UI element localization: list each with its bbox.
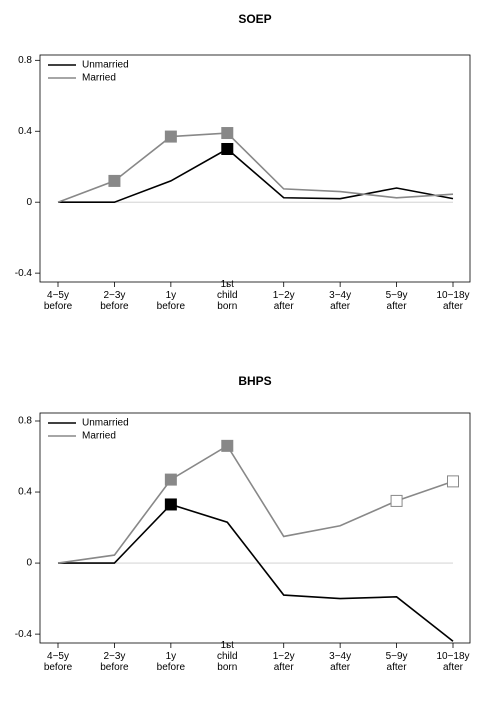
plot-frame	[39, 412, 471, 644]
point-marker	[164, 130, 177, 143]
legend-label: Unmarried	[82, 60, 129, 71]
y-tick-label: 0.8	[18, 55, 32, 66]
legend-label: Unmarried	[82, 418, 129, 429]
y-tick-label: -0.4	[15, 629, 33, 640]
point-marker	[390, 494, 403, 507]
point-marker	[164, 498, 177, 511]
legend-label: Married	[82, 431, 116, 442]
x-tick-label: 10−18y after	[436, 290, 470, 312]
x-tick-label: 10−18y after	[436, 651, 470, 673]
y-tick-label: 0	[26, 558, 32, 569]
point-marker	[221, 127, 234, 140]
x-tick-label: 1y before	[156, 290, 186, 312]
x-tick-label: 3−4y after	[329, 651, 352, 673]
x-tick-label: 2−3y before	[100, 290, 129, 312]
series-line	[58, 148, 454, 203]
x-tick-label: 1st child born	[216, 640, 238, 673]
x-tick-label: 5−9y after	[385, 290, 408, 312]
point-marker	[221, 439, 234, 452]
x-tick-label: 1st child born	[216, 279, 238, 312]
series-line	[57, 444, 454, 564]
y-tick-label: 0.4	[18, 126, 32, 137]
x-tick-label: 5−9y after	[385, 651, 408, 673]
series-line	[58, 503, 454, 642]
x-tick-label: 1−2y after	[272, 290, 295, 312]
point-marker	[108, 174, 121, 187]
x-tick-label: 3−4y after	[329, 290, 352, 312]
x-tick-label: 2−3y before	[100, 651, 129, 673]
y-tick-label: 0.4	[18, 487, 32, 498]
x-tick-label: 1−2y after	[272, 651, 295, 673]
plot-frame	[39, 54, 471, 283]
chart-title: SOEP	[238, 12, 271, 26]
point-marker	[164, 473, 177, 486]
x-tick-label: 4−5y before	[43, 290, 73, 312]
y-tick-label: 0.8	[18, 416, 32, 427]
x-tick-label: 1y before	[156, 651, 186, 673]
y-tick-label: -0.4	[15, 268, 33, 279]
series-line	[57, 132, 454, 203]
point-marker	[221, 142, 234, 155]
chart-title: BHPS	[238, 374, 271, 388]
y-tick-label: 0	[26, 197, 32, 208]
legend-label: Married	[82, 73, 116, 84]
x-tick-label: 4−5y before	[43, 651, 73, 673]
point-marker	[447, 475, 459, 488]
